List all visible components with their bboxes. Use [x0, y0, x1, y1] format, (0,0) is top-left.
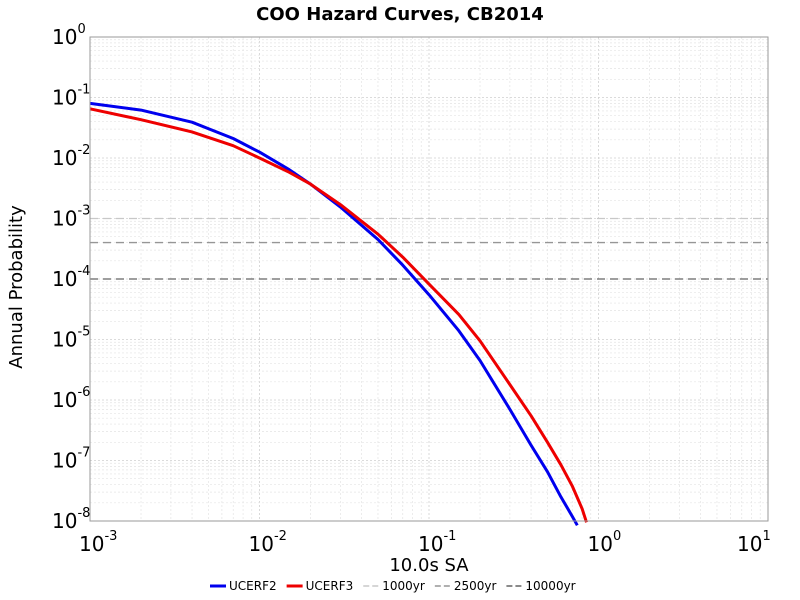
y-tick-label: 10-1: [52, 83, 90, 110]
y-tick-label: 10-3: [52, 204, 90, 231]
x-tick-label: 100: [588, 529, 622, 556]
legend: UCERF2 UCERF3 1000yr 2500yr 10000yr: [210, 579, 576, 593]
x-axis-label: 10.0s SA: [389, 555, 469, 576]
y-axis-label: Annual Probability: [6, 205, 27, 369]
chart-title: COO Hazard Curves, CB2014: [256, 4, 544, 25]
x-tick-label: 101: [737, 529, 771, 556]
series-lines: [89, 101, 588, 527]
y-tick-label: 10-2: [52, 143, 90, 170]
series-line-ucerf3: [89, 107, 588, 523]
plot-area: [89, 36, 769, 527]
y-tick-label: 10-6: [52, 385, 90, 412]
x-tick-label: 10-1: [418, 529, 456, 556]
y-tick-label: 10-4: [52, 264, 90, 291]
legend-label: 2500yr: [454, 579, 497, 593]
x-tick-label: 10-2: [249, 529, 287, 556]
legend-label: UCERF2: [229, 579, 277, 593]
legend-label: 1000yr: [382, 579, 425, 593]
x-tick-label: 10-3: [79, 529, 117, 556]
x-axis-ticks: 10-3 10-2 10-1 100 101: [79, 529, 771, 556]
y-tick-label: 10-8: [52, 506, 90, 533]
y-axis-ticks: 100 10-1 10-2 10-3 10-4 10-5 10-6 10-7 10-8: [52, 22, 90, 533]
legend-label: UCERF3: [306, 579, 354, 593]
reference-lines: [90, 217, 768, 280]
plot-border: [89, 36, 769, 522]
y-tick-label: 100: [52, 22, 86, 49]
y-tick-label: 10-7: [52, 446, 90, 473]
y-tick-label: 10-5: [52, 325, 90, 352]
series-line-ucerf2: [89, 101, 579, 527]
legend-label: 10000yr: [525, 579, 575, 593]
